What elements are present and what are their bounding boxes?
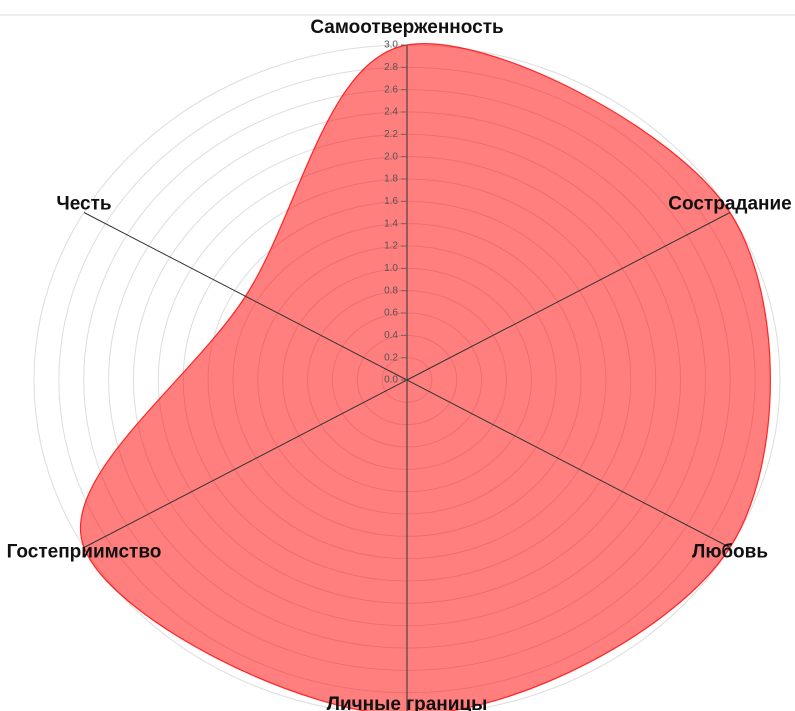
category-label: Любовь [692,542,768,563]
tick-label: 1.6 [384,196,398,207]
tick-label: 1.2 [384,241,398,252]
axis-line [83,212,408,381]
tick-label: 3.0 [384,40,398,51]
category-label: Сострадание [668,194,791,215]
labels: Самоотверженность Сострадание Любовь Личные… [7,17,792,711]
category-label: Честь [56,194,111,215]
axis-line [406,379,731,548]
category-label: Личные границы [327,694,488,711]
axis-line [83,379,408,548]
axis-line [406,212,731,381]
tick-label: 0.4 [384,330,398,341]
tick-label: 0.2 [384,352,398,363]
axes [83,45,731,711]
tick-label: 2.2 [384,129,398,140]
tick-label: 2.8 [384,62,398,73]
tick-label: 0.0 [384,375,398,386]
tick-label: 1.4 [384,218,398,229]
plot [79,43,772,711]
tick-label: 0.6 [384,308,398,319]
tick-label: 2.4 [384,107,398,118]
tick-label: 1.0 [384,263,398,274]
radar-area [79,43,772,711]
tick-label: 2.0 [384,151,398,162]
category-label: Гостеприимство [7,542,162,563]
tick-label: 0.8 [384,285,398,296]
tick-label: 2.6 [384,84,398,95]
tick-label: 1.8 [384,174,398,185]
category-label: Самоотверженность [310,17,503,38]
